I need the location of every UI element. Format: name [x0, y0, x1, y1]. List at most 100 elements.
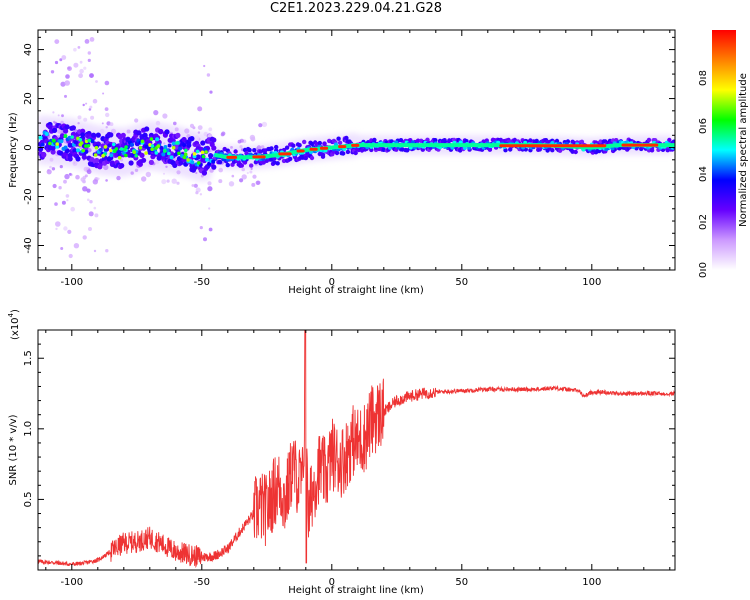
- spectrogram-peak: [186, 158, 190, 162]
- spectrogram-cell: [233, 149, 238, 154]
- spectrogram-peak: [140, 139, 145, 144]
- spectrogram-cell: [80, 128, 86, 134]
- spectrogram-speck: [199, 226, 203, 230]
- spectrogram-speck: [87, 58, 91, 63]
- spectrogram-cell: [158, 129, 164, 135]
- spectrogram-speck: [193, 183, 198, 188]
- spectrogram-peak: [154, 146, 158, 150]
- spectrogram-cell: [420, 147, 425, 152]
- snr-axes: -100 -50 0 50 100 0.5 1.0 1.5: [23, 329, 675, 588]
- spectrogram-cell: [207, 161, 212, 166]
- spectrogram-speck: [218, 179, 223, 184]
- spectrogram-speck: [90, 115, 95, 120]
- spectrogram-cell: [63, 128, 69, 134]
- spectrogram-speck: [134, 168, 139, 172]
- spectrogram-speck: [52, 111, 55, 114]
- colorbar-tick-label: 0.4: [698, 166, 709, 182]
- spectrogram-speck: [191, 184, 195, 187]
- snr-frame: [37, 329, 676, 571]
- spectrogram-speck: [110, 128, 117, 134]
- spectrogram-cell: [573, 149, 578, 155]
- spectrogram-cell: [142, 132, 148, 138]
- spectrogram-speck: [221, 131, 226, 136]
- spectrogram-speck: [256, 147, 259, 150]
- spectrogram-speck: [79, 60, 83, 64]
- spectrogram-speck: [104, 80, 110, 86]
- spectrogram-cell: [136, 130, 142, 136]
- spectrogram-cell: [159, 145, 164, 150]
- spectrogram-cell: [269, 146, 274, 151]
- spectrogram-speck: [241, 174, 247, 180]
- spectrogram-cell: [239, 163, 244, 168]
- spectrogram-cell: [288, 156, 293, 162]
- spectrogram-cell: [76, 148, 80, 153]
- spectrogram-speck: [77, 115, 82, 120]
- spectrogram-peak: [175, 141, 179, 145]
- x-tick-label: -100: [60, 277, 83, 288]
- spectrogram-peak: [132, 150, 137, 154]
- spectrogram-speck: [130, 171, 134, 175]
- colorbar-axis: 0.0 0.2 0.4 0.6 0.8: [698, 70, 709, 278]
- spectrogram-speck: [65, 194, 70, 198]
- spectrogram-cell: [59, 133, 65, 139]
- spectrogram-cell: [217, 160, 223, 165]
- spectrogram-cell: [284, 145, 290, 150]
- snr-series: [38, 330, 675, 569]
- spectrogram-cell: [302, 139, 307, 145]
- spectrogram-cell: [130, 142, 135, 147]
- spectrogram-cell: [169, 155, 174, 160]
- spectrogram-cell: [344, 135, 349, 141]
- spectrogram-speck: [228, 181, 235, 187]
- spectrogram-speck: [145, 171, 151, 178]
- spectrogram-cell: [182, 143, 187, 148]
- y-tick-label: 0.5: [23, 491, 34, 507]
- spectrogram-cell: [141, 157, 147, 163]
- spectrogram-speck: [64, 173, 70, 180]
- spectrogram-speck: [73, 62, 79, 68]
- spectrogram-peak: [195, 149, 200, 154]
- spectrogram-cell: [309, 155, 315, 161]
- spectrogram-peak: [144, 151, 148, 155]
- spectrogram-speck: [68, 172, 72, 176]
- spectrogram-peak: [197, 161, 201, 165]
- spectrogram-cell: [119, 163, 125, 169]
- spectrogram-cell: [109, 153, 114, 158]
- spectrogram-speck: [99, 128, 105, 134]
- spectrogram-peak: [81, 148, 86, 153]
- spectrogram-speck: [208, 227, 213, 232]
- x-tick-label: 50: [455, 577, 468, 588]
- colorbar-tick-label: 0.2: [698, 214, 709, 230]
- spectrogram-cell: [41, 152, 47, 158]
- spectrogram-cell: [534, 138, 539, 144]
- spectrogram-speck: [166, 179, 170, 183]
- spectrogram-speck: [241, 167, 245, 172]
- spectrogram-peak: [184, 148, 188, 153]
- spectrogram-cell: [537, 147, 542, 152]
- spectrogram-cell: [90, 139, 95, 144]
- spectrogram-peak: [86, 144, 91, 148]
- spectrogram-cell: [211, 164, 217, 170]
- spectrogram-cell: [70, 125, 76, 131]
- spectrogram-peak: [79, 141, 84, 145]
- spectrogram-speck: [49, 157, 54, 162]
- spectrogram-speck: [200, 174, 204, 178]
- spectrogram-speck: [70, 206, 75, 212]
- spectrogram-cell: [173, 152, 178, 157]
- spectrogram-cell: [74, 140, 78, 145]
- spectrogram-speck: [104, 107, 109, 111]
- spectrogram-speck: [73, 47, 77, 52]
- spectrogram-cell: [80, 132, 86, 138]
- spectrogram-peak: [177, 151, 181, 156]
- spectrogram-speck: [88, 108, 92, 111]
- spectrogram-cell: [415, 138, 421, 143]
- spectrogram-speck: [174, 127, 179, 132]
- spectrogram-cell: [201, 170, 207, 176]
- spectrogram-peak: [101, 154, 105, 158]
- spectrogram-cell: [63, 145, 68, 150]
- spectrogram-cell: [38, 135, 43, 140]
- spectrogram-cell: [398, 138, 404, 143]
- spectrogram-cell: [336, 136, 341, 141]
- spectrogram-cell: [225, 162, 230, 168]
- spectrogram-cell: [95, 132, 101, 138]
